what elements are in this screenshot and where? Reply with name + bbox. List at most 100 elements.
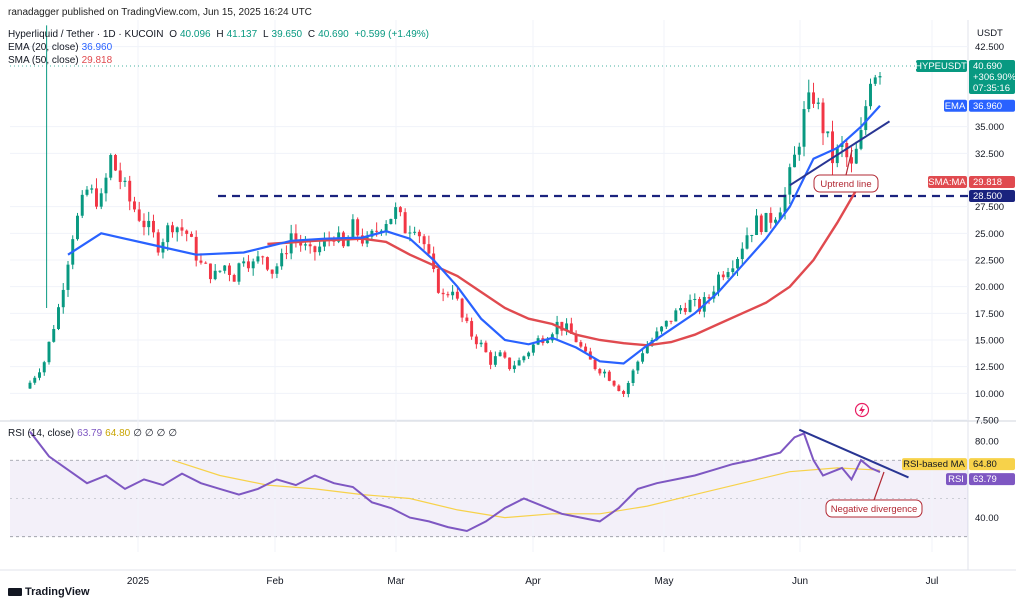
time-tick-label: May [655, 576, 674, 587]
candle-body [356, 219, 360, 236]
candle-body [560, 321, 564, 331]
rsi-tick-label: 80.00 [975, 437, 999, 448]
close-value: 40.690 [318, 29, 349, 40]
uptrend-callout-pointer [845, 149, 853, 176]
candle-body [470, 321, 474, 337]
publisher-line: ranadagger published on TradingView.com,… [8, 7, 312, 18]
candle-body [346, 238, 350, 247]
candle-body [736, 258, 740, 269]
ema-badge-label: EMA [945, 101, 966, 112]
candle-body [797, 146, 801, 155]
candle-body [598, 369, 602, 374]
candle-body [280, 253, 284, 267]
candle-body [831, 131, 834, 164]
rsi-legend-label: RSI (14, close) [8, 428, 75, 439]
rsi-line [29, 430, 881, 533]
candle-body [109, 155, 113, 178]
candle-body [170, 225, 174, 233]
candle-body [645, 345, 649, 354]
ema-legend: EMA (20, close) 36.960 [8, 42, 115, 53]
candle-body [446, 294, 450, 296]
candle-body [308, 244, 312, 247]
candle-body [441, 292, 445, 295]
candle-body [142, 220, 146, 228]
candle-body [199, 260, 203, 263]
candle-body [156, 232, 160, 253]
candle-body [631, 370, 635, 383]
chart-legend-main: Hyperliquid / Tether · 1D · KUCOIN O 40.0… [8, 29, 432, 40]
time-tick-label: Feb [266, 576, 284, 587]
candle-body [873, 77, 877, 84]
candle-body [498, 352, 502, 357]
candle-body [527, 352, 531, 357]
candle-body [47, 341, 51, 363]
candle-body [869, 83, 872, 107]
candle-body [95, 188, 98, 207]
low-label: L [262, 29, 269, 40]
candle-body [584, 346, 588, 352]
candle-body [522, 356, 526, 361]
sma-label-badge [928, 175, 967, 188]
last-price-badge [969, 59, 1015, 94]
sma-legend-value: 29.818 [81, 55, 113, 66]
divergence-callout-pointer [873, 471, 885, 501]
candle-body [99, 193, 103, 207]
candle-body [166, 225, 170, 243]
candle-body [66, 264, 70, 290]
price-tick-label: 42.500 [975, 42, 1004, 53]
candle-body [565, 323, 569, 331]
last-price-pct: +306.90% [973, 72, 1017, 83]
candle-body [845, 142, 849, 158]
candle-body [104, 177, 108, 194]
candle-body [474, 336, 478, 345]
candle-body [812, 92, 815, 104]
candle-body [42, 362, 46, 373]
candle-body [489, 352, 493, 365]
candle-body [579, 342, 583, 347]
candle-body [854, 148, 858, 164]
candle-body [175, 227, 179, 233]
change-value: +0.599 (+1.49%) [354, 29, 430, 40]
candle-body [688, 299, 692, 312]
divergence-callout-text: Negative divergence [831, 504, 918, 515]
price-tick-label: 27.500 [975, 202, 1004, 213]
candle-body [759, 215, 763, 233]
candle-body [90, 188, 94, 190]
candle-body [774, 219, 778, 223]
candle-body [427, 244, 431, 254]
candle-body [783, 194, 787, 213]
candle-body [517, 360, 521, 366]
lightning-icon[interactable] [854, 402, 870, 418]
low-value: 39.650 [271, 29, 303, 40]
ema-20-line [67, 105, 881, 365]
candle-body [76, 215, 79, 240]
candle-body [379, 230, 383, 232]
price-tick-label: 32.500 [975, 149, 1004, 160]
candle-body [436, 269, 440, 293]
candle-body [375, 230, 379, 232]
candle-body [612, 380, 616, 386]
tradingview-logo: TradingView [8, 586, 93, 598]
candle-body [508, 357, 512, 370]
candle-body [669, 320, 673, 322]
candle-body [622, 391, 626, 394]
candle-body [750, 234, 754, 236]
time-tick-label: Mar [387, 576, 405, 587]
candle-body [460, 298, 464, 318]
candle-body [204, 262, 208, 264]
rsi-empty-3: ∅ [156, 428, 166, 439]
candle-body [28, 382, 32, 389]
candle-body [256, 256, 260, 262]
candle-body [132, 201, 136, 210]
candle-body [337, 232, 341, 242]
uptrend-line [789, 120, 891, 187]
candle-body [698, 298, 702, 312]
candle-body [57, 307, 60, 330]
candle-body [788, 167, 792, 195]
candle-body [745, 235, 749, 249]
candle-body [778, 212, 782, 220]
symbol-badge-label: HYPEUSDT [915, 61, 967, 72]
candle-body [265, 257, 269, 270]
candle-body [826, 131, 830, 134]
